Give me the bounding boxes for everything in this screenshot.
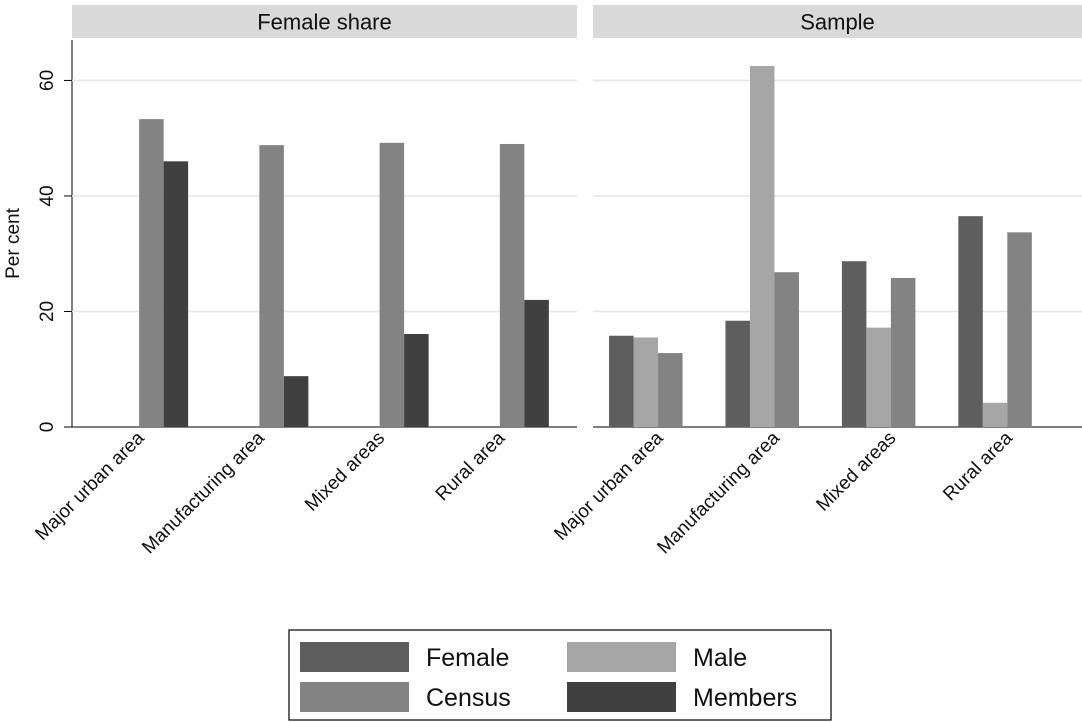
x-tick-label: Rural area — [432, 427, 510, 505]
legend-swatch-female — [300, 642, 409, 672]
legend-label-female: Female — [426, 644, 509, 672]
y-axis: 0 20 40 60 Per cent — [3, 40, 73, 433]
bar-members — [524, 299, 549, 427]
bar-census — [499, 143, 525, 427]
bar-female — [609, 335, 634, 427]
bar-census — [890, 277, 916, 427]
bar-male — [633, 337, 659, 427]
bar-male — [749, 65, 775, 427]
bar-members — [283, 376, 309, 427]
y-tick-label: 0 — [37, 422, 58, 433]
panel-title: Sample — [800, 10, 875, 35]
y-tick-label: 20 — [37, 301, 58, 322]
y-axis-title: Per cent — [3, 207, 24, 278]
legend-label-members: Members — [693, 684, 797, 712]
y-tick-label: 60 — [37, 70, 58, 91]
legend-swatch-census — [300, 682, 409, 712]
bar-female — [841, 261, 867, 427]
x-tick-label: Mixed areas — [812, 428, 900, 516]
x-tick-label: Manufacturing area — [653, 427, 784, 558]
panel-strip — [72, 5, 577, 38]
x-tick-label: Major urban area — [550, 427, 667, 544]
legend-label-census: Census — [426, 684, 511, 712]
y-tick-label: 40 — [37, 185, 58, 206]
bar-census — [1007, 232, 1032, 427]
bar-male — [982, 402, 1008, 427]
legend-label-male: Male — [693, 644, 747, 672]
legend: Female Male Census Members — [288, 629, 832, 721]
bar-female — [958, 216, 983, 427]
bar-members — [163, 161, 189, 427]
legend-swatch-male — [567, 642, 676, 672]
bar-male — [866, 327, 891, 427]
legend-swatch-members — [567, 682, 676, 712]
bar-census — [379, 142, 405, 427]
bar-members — [404, 334, 429, 427]
panels: 0 20 40 60 Per cent Female share Major urban a… — [3, 5, 1082, 558]
x-tick-label: Mixed areas — [301, 428, 389, 516]
bar-census — [774, 272, 799, 427]
x-tick-label: Major urban area — [31, 427, 148, 544]
bar-census — [259, 145, 284, 427]
bar-census — [139, 119, 164, 427]
x-tick-label: Manufacturing area — [138, 427, 269, 558]
bar-female — [725, 320, 750, 427]
panel-strip — [593, 5, 1082, 38]
bar-census — [658, 353, 683, 427]
panel-1: Female share Major urban areaManufacturin… — [31, 5, 577, 558]
panel-title: Female share — [257, 10, 392, 35]
x-tick-label: Rural area — [939, 427, 1017, 505]
